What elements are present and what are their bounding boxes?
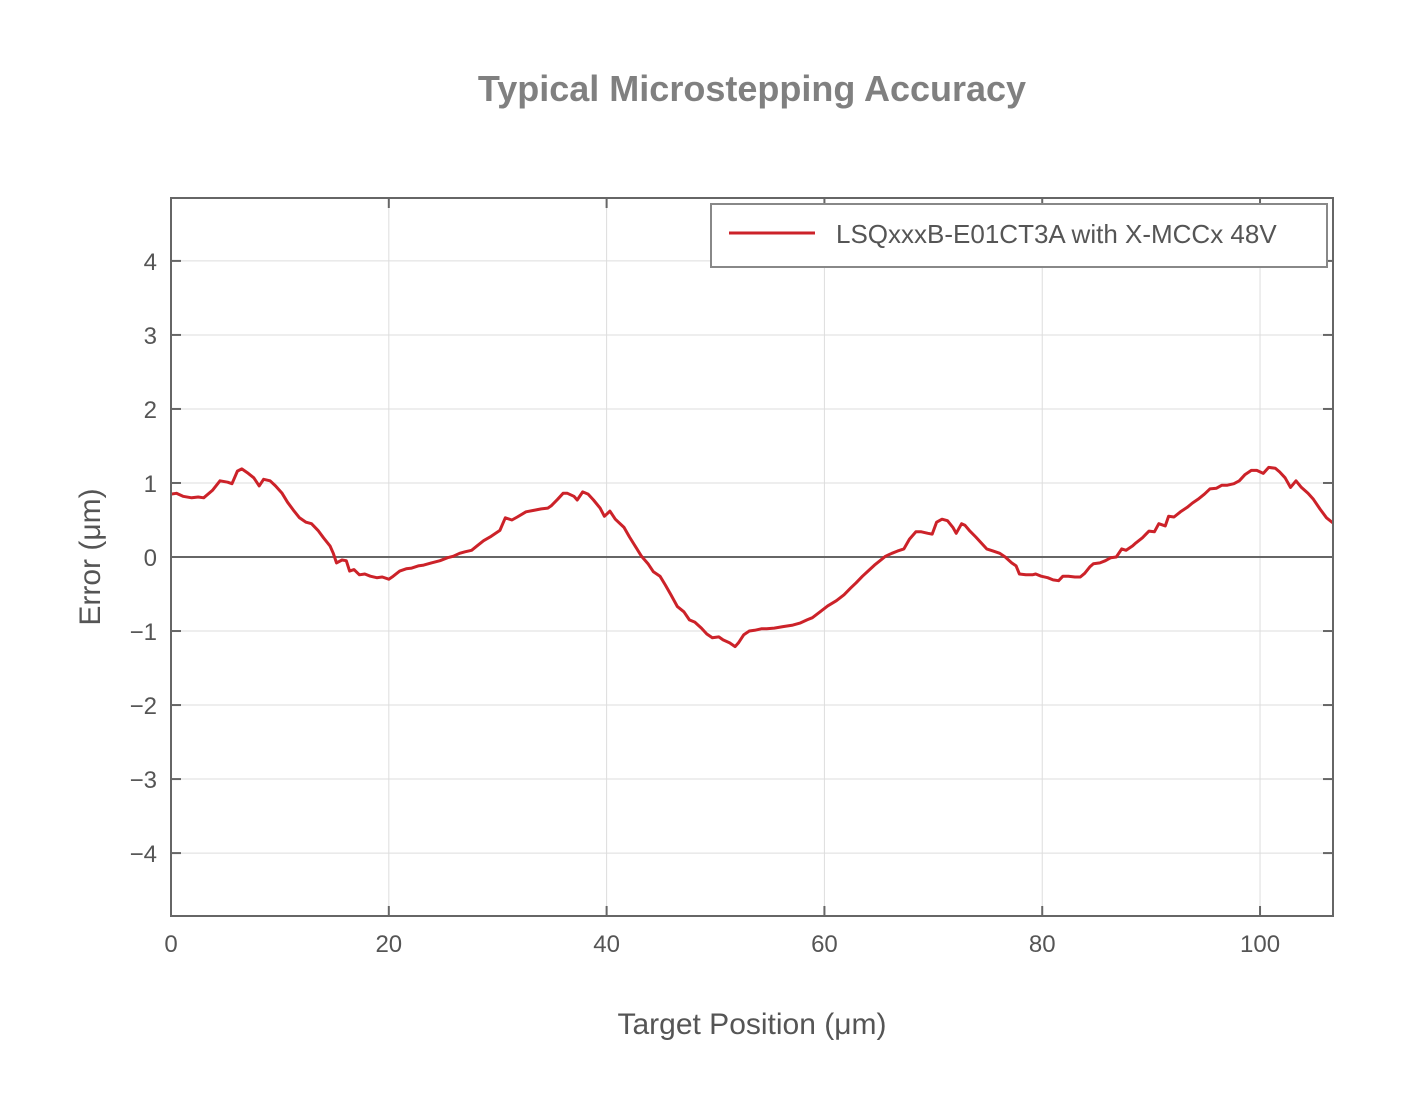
y-tick-label: 3 bbox=[144, 323, 157, 350]
x-tick-label: 0 bbox=[164, 931, 177, 958]
y-tick-label: −1 bbox=[130, 619, 157, 646]
legend-box bbox=[710, 203, 1328, 268]
y-tick-label: 4 bbox=[144, 249, 157, 276]
y-axis-label: Error (μm) bbox=[74, 488, 107, 625]
x-tick-label: 60 bbox=[811, 931, 838, 958]
y-tick-label: 0 bbox=[144, 545, 157, 572]
series-line bbox=[170, 465, 1334, 649]
y-tick-label: 1 bbox=[144, 471, 157, 498]
x-tick-label: 100 bbox=[1240, 931, 1280, 958]
x-axis-label: Target Position (μm) bbox=[617, 1008, 886, 1041]
y-tick-label: −4 bbox=[130, 841, 157, 868]
y-tick-label: −2 bbox=[130, 693, 157, 720]
y-tick-labels: −4 −3 −2 −1 0 1 2 3 4 bbox=[130, 249, 157, 868]
x-tick-label: 80 bbox=[1029, 931, 1056, 958]
chart-title: Typical Microstepping Accuracy bbox=[477, 68, 1027, 109]
y-tick-label: 2 bbox=[144, 397, 157, 424]
x-tick-labels: 0 20 40 60 80 100 bbox=[164, 931, 1280, 958]
legend: LSQxxxB-E01CT3A with X-MCCx 48V bbox=[710, 203, 1328, 268]
legend-label: LSQxxxB-E01CT3A with X-MCCx 48V bbox=[836, 219, 1277, 249]
x-tick-label: 20 bbox=[375, 931, 402, 958]
y-tick-label: −3 bbox=[130, 767, 157, 794]
x-tick-label: 40 bbox=[593, 931, 620, 958]
